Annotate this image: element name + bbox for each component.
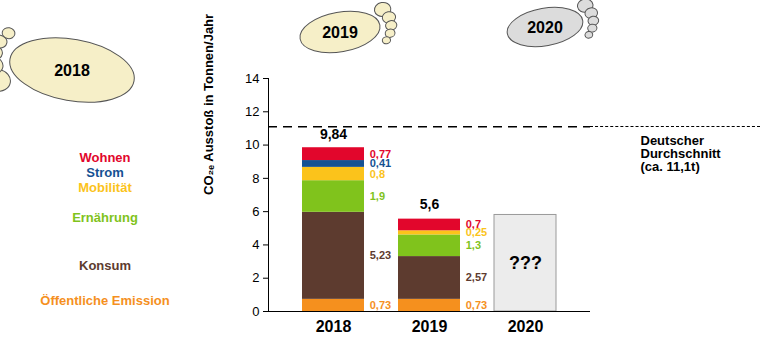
svg-text:5,23: 5,23 [370, 249, 391, 261]
svg-text:2,57: 2,57 [466, 271, 487, 283]
html-text:Öffentliche Emission: Öffentliche Emission [40, 292, 170, 308]
svg-text:0,25: 0,25 [465, 226, 488, 239]
html-text:Strom: Strom [86, 164, 124, 180]
svg-text:1,3: 1,3 [466, 239, 481, 251]
svg-text:8: 8 [252, 171, 259, 186]
svg-text:2019: 2019 [412, 318, 448, 335]
svg-text:12: 12 [245, 104, 259, 119]
svg-text:???: ??? [509, 253, 542, 273]
html-text:Wohnen: Wohnen [79, 149, 131, 165]
svg-text:2018: 2018 [316, 318, 352, 335]
svg-text:0,73: 0,73 [370, 299, 391, 311]
svg-text:1,9: 1,9 [370, 190, 385, 202]
svg-text:0,41: 0,41 [369, 157, 392, 170]
html-text:Mobilität: Mobilität [78, 179, 132, 195]
svg-text:0: 0 [252, 304, 259, 319]
svg-text:0,7: 0,7 [466, 218, 481, 230]
svg-text:4: 4 [252, 237, 259, 252]
svg-text:2020: 2020 [527, 19, 563, 36]
svg-text:0,77: 0,77 [370, 148, 391, 160]
svg-text:2020: 2020 [508, 318, 544, 335]
svg-text:0,73: 0,73 [466, 299, 487, 311]
html-text:Konsum: Konsum [79, 257, 131, 273]
svg-text:2018: 2018 [54, 62, 90, 79]
svg-text:DeutscherDurchschnitt(ca. 11,1: DeutscherDurchschnitt(ca. 11,1t) [641, 133, 722, 174]
svg-text:0,8: 0,8 [369, 167, 385, 180]
svg-text:14: 14 [245, 71, 259, 86]
svg-text:5,6: 5,6 [420, 196, 440, 212]
svg-text:2: 2 [252, 270, 259, 285]
svg-text:9,84: 9,84 [320, 126, 347, 142]
svg-text:2019: 2019 [322, 24, 358, 41]
svg-text:6: 6 [252, 204, 259, 219]
html-text:Ernährung: Ernährung [72, 209, 138, 225]
svg-text:10: 10 [245, 137, 259, 152]
svg-text:CO₂ₑ Ausstoß in Tonnen/Jahr: CO₂ₑ Ausstoß in Tonnen/Jahr [201, 14, 216, 195]
